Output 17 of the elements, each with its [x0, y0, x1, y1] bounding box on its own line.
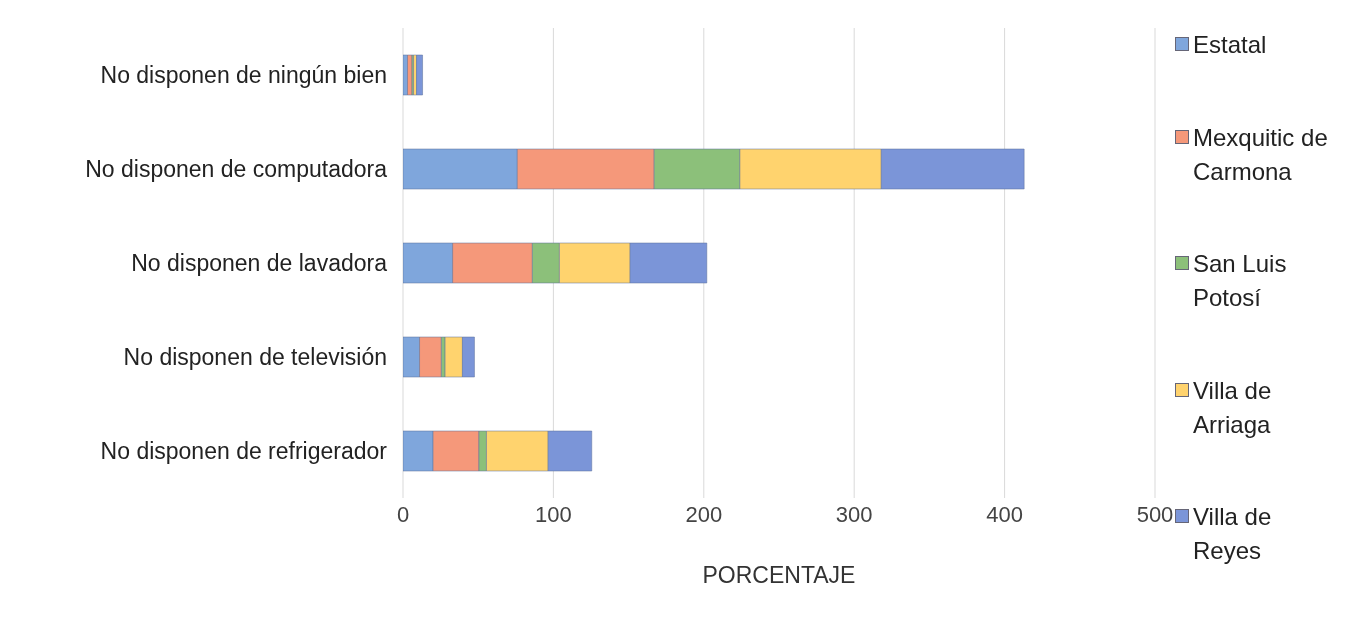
x-tick-label: 500 — [1136, 501, 1174, 527]
y-tick-label: No disponen de refrigerador — [100, 438, 388, 464]
legend-label: Mexquitic de Carmona — [1193, 122, 1329, 187]
x-tick-label: 100 — [535, 501, 572, 527]
x-tick-label: 200 — [685, 501, 723, 527]
legend-label: Villa de Arriaga — [1193, 375, 1273, 440]
x-tick-label: 0 — [396, 501, 410, 527]
legend-label: Estatal — [1193, 30, 1267, 60]
x-tick-label: 400 — [986, 501, 1023, 527]
x-tick-label: 300 — [835, 501, 873, 527]
y-tick-label: No disponen de televisión — [123, 344, 387, 370]
x-axis-title: PORCENTAJE — [702, 562, 856, 588]
y-tick-label: No disponen de ningún bien — [100, 62, 387, 88]
y-tick-label: No disponen de lavadora — [131, 250, 388, 276]
legend-label: Villa de Reyes — [1193, 502, 1273, 566]
y-tick-label: No disponen de computadora — [85, 156, 388, 182]
legend-label: San Luis Potosí — [1193, 249, 1288, 313]
